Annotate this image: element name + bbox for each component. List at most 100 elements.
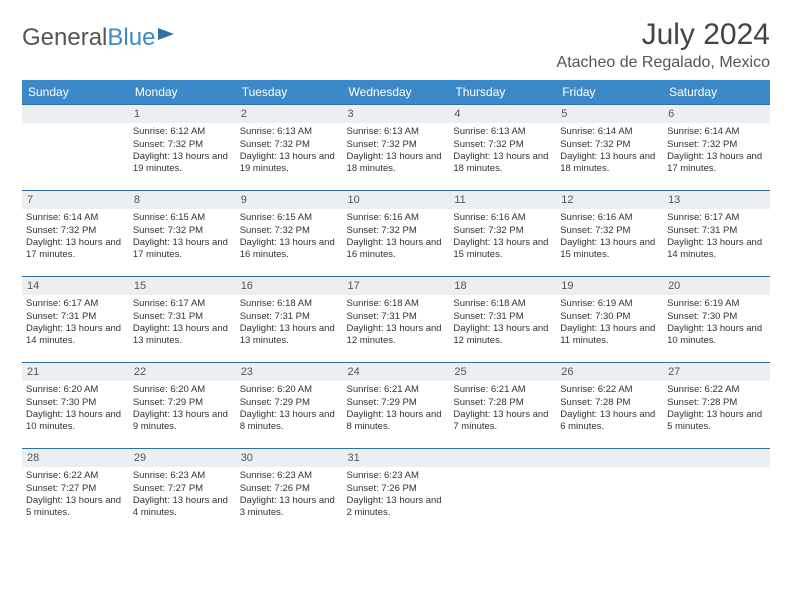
- day-number: 27: [663, 363, 770, 381]
- sunrise-line: Sunrise: 6:20 AM: [133, 384, 232, 396]
- daylight-line: Daylight: 13 hours and 19 minutes.: [240, 151, 339, 176]
- day-body: Sunrise: 6:20 AMSunset: 7:29 PMDaylight:…: [236, 381, 343, 435]
- day-number: 23: [236, 363, 343, 381]
- calendar-row: 21Sunrise: 6:20 AMSunset: 7:30 PMDayligh…: [22, 363, 770, 449]
- daylight-line: Daylight: 13 hours and 18 minutes.: [453, 151, 552, 176]
- sunset-line: Sunset: 7:32 PM: [667, 139, 766, 151]
- daylight-line: Daylight: 13 hours and 2 minutes.: [347, 495, 446, 520]
- daylight-line: Daylight: 13 hours and 12 minutes.: [453, 323, 552, 348]
- day-number: [449, 449, 556, 467]
- day-number: 6: [663, 105, 770, 123]
- calendar-cell: [22, 105, 129, 191]
- calendar-cell: [556, 449, 663, 535]
- sunrise-line: Sunrise: 6:16 AM: [560, 212, 659, 224]
- calendar-cell: 22Sunrise: 6:20 AMSunset: 7:29 PMDayligh…: [129, 363, 236, 449]
- sunrise-line: Sunrise: 6:14 AM: [26, 212, 125, 224]
- sunrise-line: Sunrise: 6:19 AM: [560, 298, 659, 310]
- daylight-line: Daylight: 13 hours and 6 minutes.: [560, 409, 659, 434]
- daylight-line: Daylight: 13 hours and 11 minutes.: [560, 323, 659, 348]
- calendar-cell: [449, 449, 556, 535]
- daylight-line: Daylight: 13 hours and 9 minutes.: [133, 409, 232, 434]
- sunrise-line: Sunrise: 6:18 AM: [453, 298, 552, 310]
- sunset-line: Sunset: 7:31 PM: [240, 311, 339, 323]
- sunrise-line: Sunrise: 6:12 AM: [133, 126, 232, 138]
- sunrise-line: Sunrise: 6:19 AM: [667, 298, 766, 310]
- sunset-line: Sunset: 7:31 PM: [667, 225, 766, 237]
- day-body: Sunrise: 6:20 AMSunset: 7:29 PMDaylight:…: [129, 381, 236, 435]
- sunset-line: Sunset: 7:26 PM: [347, 483, 446, 495]
- day-number: 18: [449, 277, 556, 295]
- day-body: Sunrise: 6:17 AMSunset: 7:31 PMDaylight:…: [22, 295, 129, 349]
- day-number: 12: [556, 191, 663, 209]
- calendar-cell: 27Sunrise: 6:22 AMSunset: 7:28 PMDayligh…: [663, 363, 770, 449]
- day-number: [22, 105, 129, 123]
- daylight-line: Daylight: 13 hours and 12 minutes.: [347, 323, 446, 348]
- day-body: Sunrise: 6:13 AMSunset: 7:32 PMDaylight:…: [449, 123, 556, 177]
- calendar-cell: 5Sunrise: 6:14 AMSunset: 7:32 PMDaylight…: [556, 105, 663, 191]
- sunrise-line: Sunrise: 6:17 AM: [667, 212, 766, 224]
- daylight-line: Daylight: 13 hours and 4 minutes.: [133, 495, 232, 520]
- weekday-header: Monday: [129, 80, 236, 105]
- calendar-cell: [663, 449, 770, 535]
- day-number: 19: [556, 277, 663, 295]
- calendar-cell: 17Sunrise: 6:18 AMSunset: 7:31 PMDayligh…: [343, 277, 450, 363]
- day-body: Sunrise: 6:23 AMSunset: 7:26 PMDaylight:…: [343, 467, 450, 521]
- weekday-header: Friday: [556, 80, 663, 105]
- weekday-header-row: SundayMondayTuesdayWednesdayThursdayFrid…: [22, 80, 770, 105]
- day-number: 31: [343, 449, 450, 467]
- sunrise-line: Sunrise: 6:17 AM: [26, 298, 125, 310]
- sunrise-line: Sunrise: 6:15 AM: [133, 212, 232, 224]
- daylight-line: Daylight: 13 hours and 7 minutes.: [453, 409, 552, 434]
- calendar-cell: 30Sunrise: 6:23 AMSunset: 7:26 PMDayligh…: [236, 449, 343, 535]
- daylight-line: Daylight: 13 hours and 16 minutes.: [347, 237, 446, 262]
- sunset-line: Sunset: 7:32 PM: [347, 139, 446, 151]
- calendar-cell: 1Sunrise: 6:12 AMSunset: 7:32 PMDaylight…: [129, 105, 236, 191]
- sunset-line: Sunset: 7:32 PM: [240, 225, 339, 237]
- calendar-cell: 8Sunrise: 6:15 AMSunset: 7:32 PMDaylight…: [129, 191, 236, 277]
- day-body: Sunrise: 6:18 AMSunset: 7:31 PMDaylight:…: [449, 295, 556, 349]
- daylight-line: Daylight: 13 hours and 14 minutes.: [667, 237, 766, 262]
- calendar-cell: 11Sunrise: 6:16 AMSunset: 7:32 PMDayligh…: [449, 191, 556, 277]
- day-body: Sunrise: 6:20 AMSunset: 7:30 PMDaylight:…: [22, 381, 129, 435]
- sunrise-line: Sunrise: 6:23 AM: [240, 470, 339, 482]
- day-body: Sunrise: 6:22 AMSunset: 7:28 PMDaylight:…: [663, 381, 770, 435]
- day-number: 24: [343, 363, 450, 381]
- day-body: Sunrise: 6:12 AMSunset: 7:32 PMDaylight:…: [129, 123, 236, 177]
- day-number: 28: [22, 449, 129, 467]
- day-body: Sunrise: 6:23 AMSunset: 7:26 PMDaylight:…: [236, 467, 343, 521]
- day-number: [663, 449, 770, 467]
- sunrise-line: Sunrise: 6:16 AM: [453, 212, 552, 224]
- sunrise-line: Sunrise: 6:22 AM: [667, 384, 766, 396]
- calendar-cell: 9Sunrise: 6:15 AMSunset: 7:32 PMDaylight…: [236, 191, 343, 277]
- calendar-table: SundayMondayTuesdayWednesdayThursdayFrid…: [22, 80, 770, 535]
- logo-arrow-icon: [158, 28, 174, 40]
- day-body: Sunrise: 6:13 AMSunset: 7:32 PMDaylight:…: [343, 123, 450, 177]
- sunrise-line: Sunrise: 6:23 AM: [347, 470, 446, 482]
- daylight-line: Daylight: 13 hours and 8 minutes.: [347, 409, 446, 434]
- calendar-cell: 18Sunrise: 6:18 AMSunset: 7:31 PMDayligh…: [449, 277, 556, 363]
- calendar-cell: 24Sunrise: 6:21 AMSunset: 7:29 PMDayligh…: [343, 363, 450, 449]
- sunrise-line: Sunrise: 6:23 AM: [133, 470, 232, 482]
- location-text: Atacheo de Regalado, Mexico: [557, 54, 770, 72]
- day-number: 17: [343, 277, 450, 295]
- weekday-header: Wednesday: [343, 80, 450, 105]
- day-number: 22: [129, 363, 236, 381]
- sunset-line: Sunset: 7:28 PM: [453, 397, 552, 409]
- calendar-cell: 3Sunrise: 6:13 AMSunset: 7:32 PMDaylight…: [343, 105, 450, 191]
- sunset-line: Sunset: 7:29 PM: [133, 397, 232, 409]
- sunset-line: Sunset: 7:30 PM: [560, 311, 659, 323]
- daylight-line: Daylight: 13 hours and 15 minutes.: [453, 237, 552, 262]
- day-number: 15: [129, 277, 236, 295]
- day-number: 3: [343, 105, 450, 123]
- calendar-cell: 7Sunrise: 6:14 AMSunset: 7:32 PMDaylight…: [22, 191, 129, 277]
- sunset-line: Sunset: 7:31 PM: [133, 311, 232, 323]
- weekday-header: Sunday: [22, 80, 129, 105]
- calendar-cell: 10Sunrise: 6:16 AMSunset: 7:32 PMDayligh…: [343, 191, 450, 277]
- calendar-cell: 25Sunrise: 6:21 AMSunset: 7:28 PMDayligh…: [449, 363, 556, 449]
- day-number: 8: [129, 191, 236, 209]
- calendar-row: 28Sunrise: 6:22 AMSunset: 7:27 PMDayligh…: [22, 449, 770, 535]
- day-body: [556, 467, 663, 472]
- daylight-line: Daylight: 13 hours and 17 minutes.: [133, 237, 232, 262]
- sunset-line: Sunset: 7:32 PM: [560, 225, 659, 237]
- day-body: Sunrise: 6:13 AMSunset: 7:32 PMDaylight:…: [236, 123, 343, 177]
